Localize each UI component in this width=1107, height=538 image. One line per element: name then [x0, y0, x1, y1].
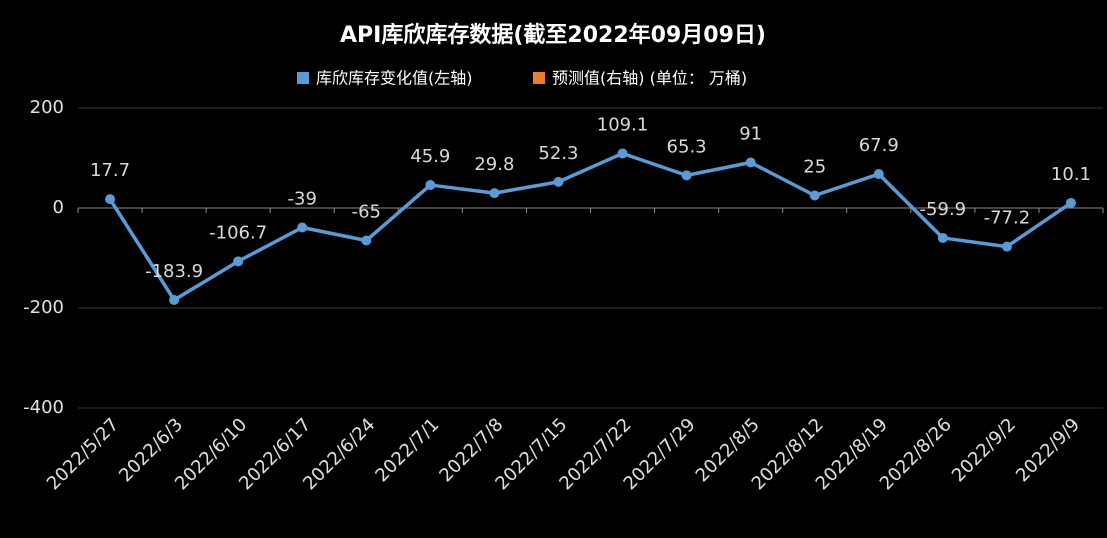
point	[681, 170, 692, 181]
point	[233, 256, 244, 267]
data-label: -183.9	[145, 261, 203, 282]
data-label: 67.9	[859, 135, 899, 156]
x-tick-label: 2022/9/2	[948, 414, 1020, 486]
x-tick-label: 2022/7/1	[371, 414, 443, 486]
data-label: 52.3	[538, 143, 578, 164]
point	[105, 194, 116, 205]
data-label: 10.1	[1051, 164, 1091, 185]
data-label: -77.2	[984, 208, 1031, 229]
data-label: -39	[288, 189, 317, 210]
y-tick-label: 200	[30, 97, 64, 118]
data-label: 65.3	[667, 136, 707, 157]
legend-label: 库欣库存变化值(左轴)	[316, 69, 473, 88]
point	[489, 188, 500, 199]
y-tick-label: -400	[23, 397, 64, 418]
point	[1065, 197, 1076, 208]
point	[553, 176, 564, 187]
point	[361, 235, 372, 246]
data-label: 25	[803, 157, 826, 178]
point	[1001, 241, 1012, 252]
legend-label: 预测值(右轴) (单位： 万桶)	[552, 69, 747, 88]
x-tick-label: 2022/9/9	[1012, 414, 1084, 486]
data-label: 45.9	[410, 146, 450, 167]
point	[169, 294, 180, 305]
data-label: -59.9	[920, 199, 967, 220]
y-tick-label: 0	[53, 197, 64, 218]
point	[617, 148, 628, 159]
y-tick-label: -200	[23, 297, 64, 318]
point	[297, 222, 308, 233]
point	[873, 169, 884, 180]
x-tick-label: 2022/5/27	[43, 414, 123, 494]
data-label: 17.7	[90, 160, 130, 181]
legend-swatch	[297, 72, 309, 84]
data-label: 29.8	[474, 154, 514, 175]
point	[809, 190, 820, 201]
chart-title: API库欣库存数据(截至2022年09月09日)	[340, 22, 766, 48]
line	[108, 151, 1072, 302]
data-label: -106.7	[209, 222, 267, 243]
point	[745, 157, 756, 168]
point	[425, 180, 436, 191]
data-label: 91	[739, 124, 762, 145]
legend-swatch	[533, 72, 545, 84]
data-label: 109.1	[597, 114, 649, 135]
point	[937, 232, 948, 243]
data-label: -65	[352, 202, 381, 223]
